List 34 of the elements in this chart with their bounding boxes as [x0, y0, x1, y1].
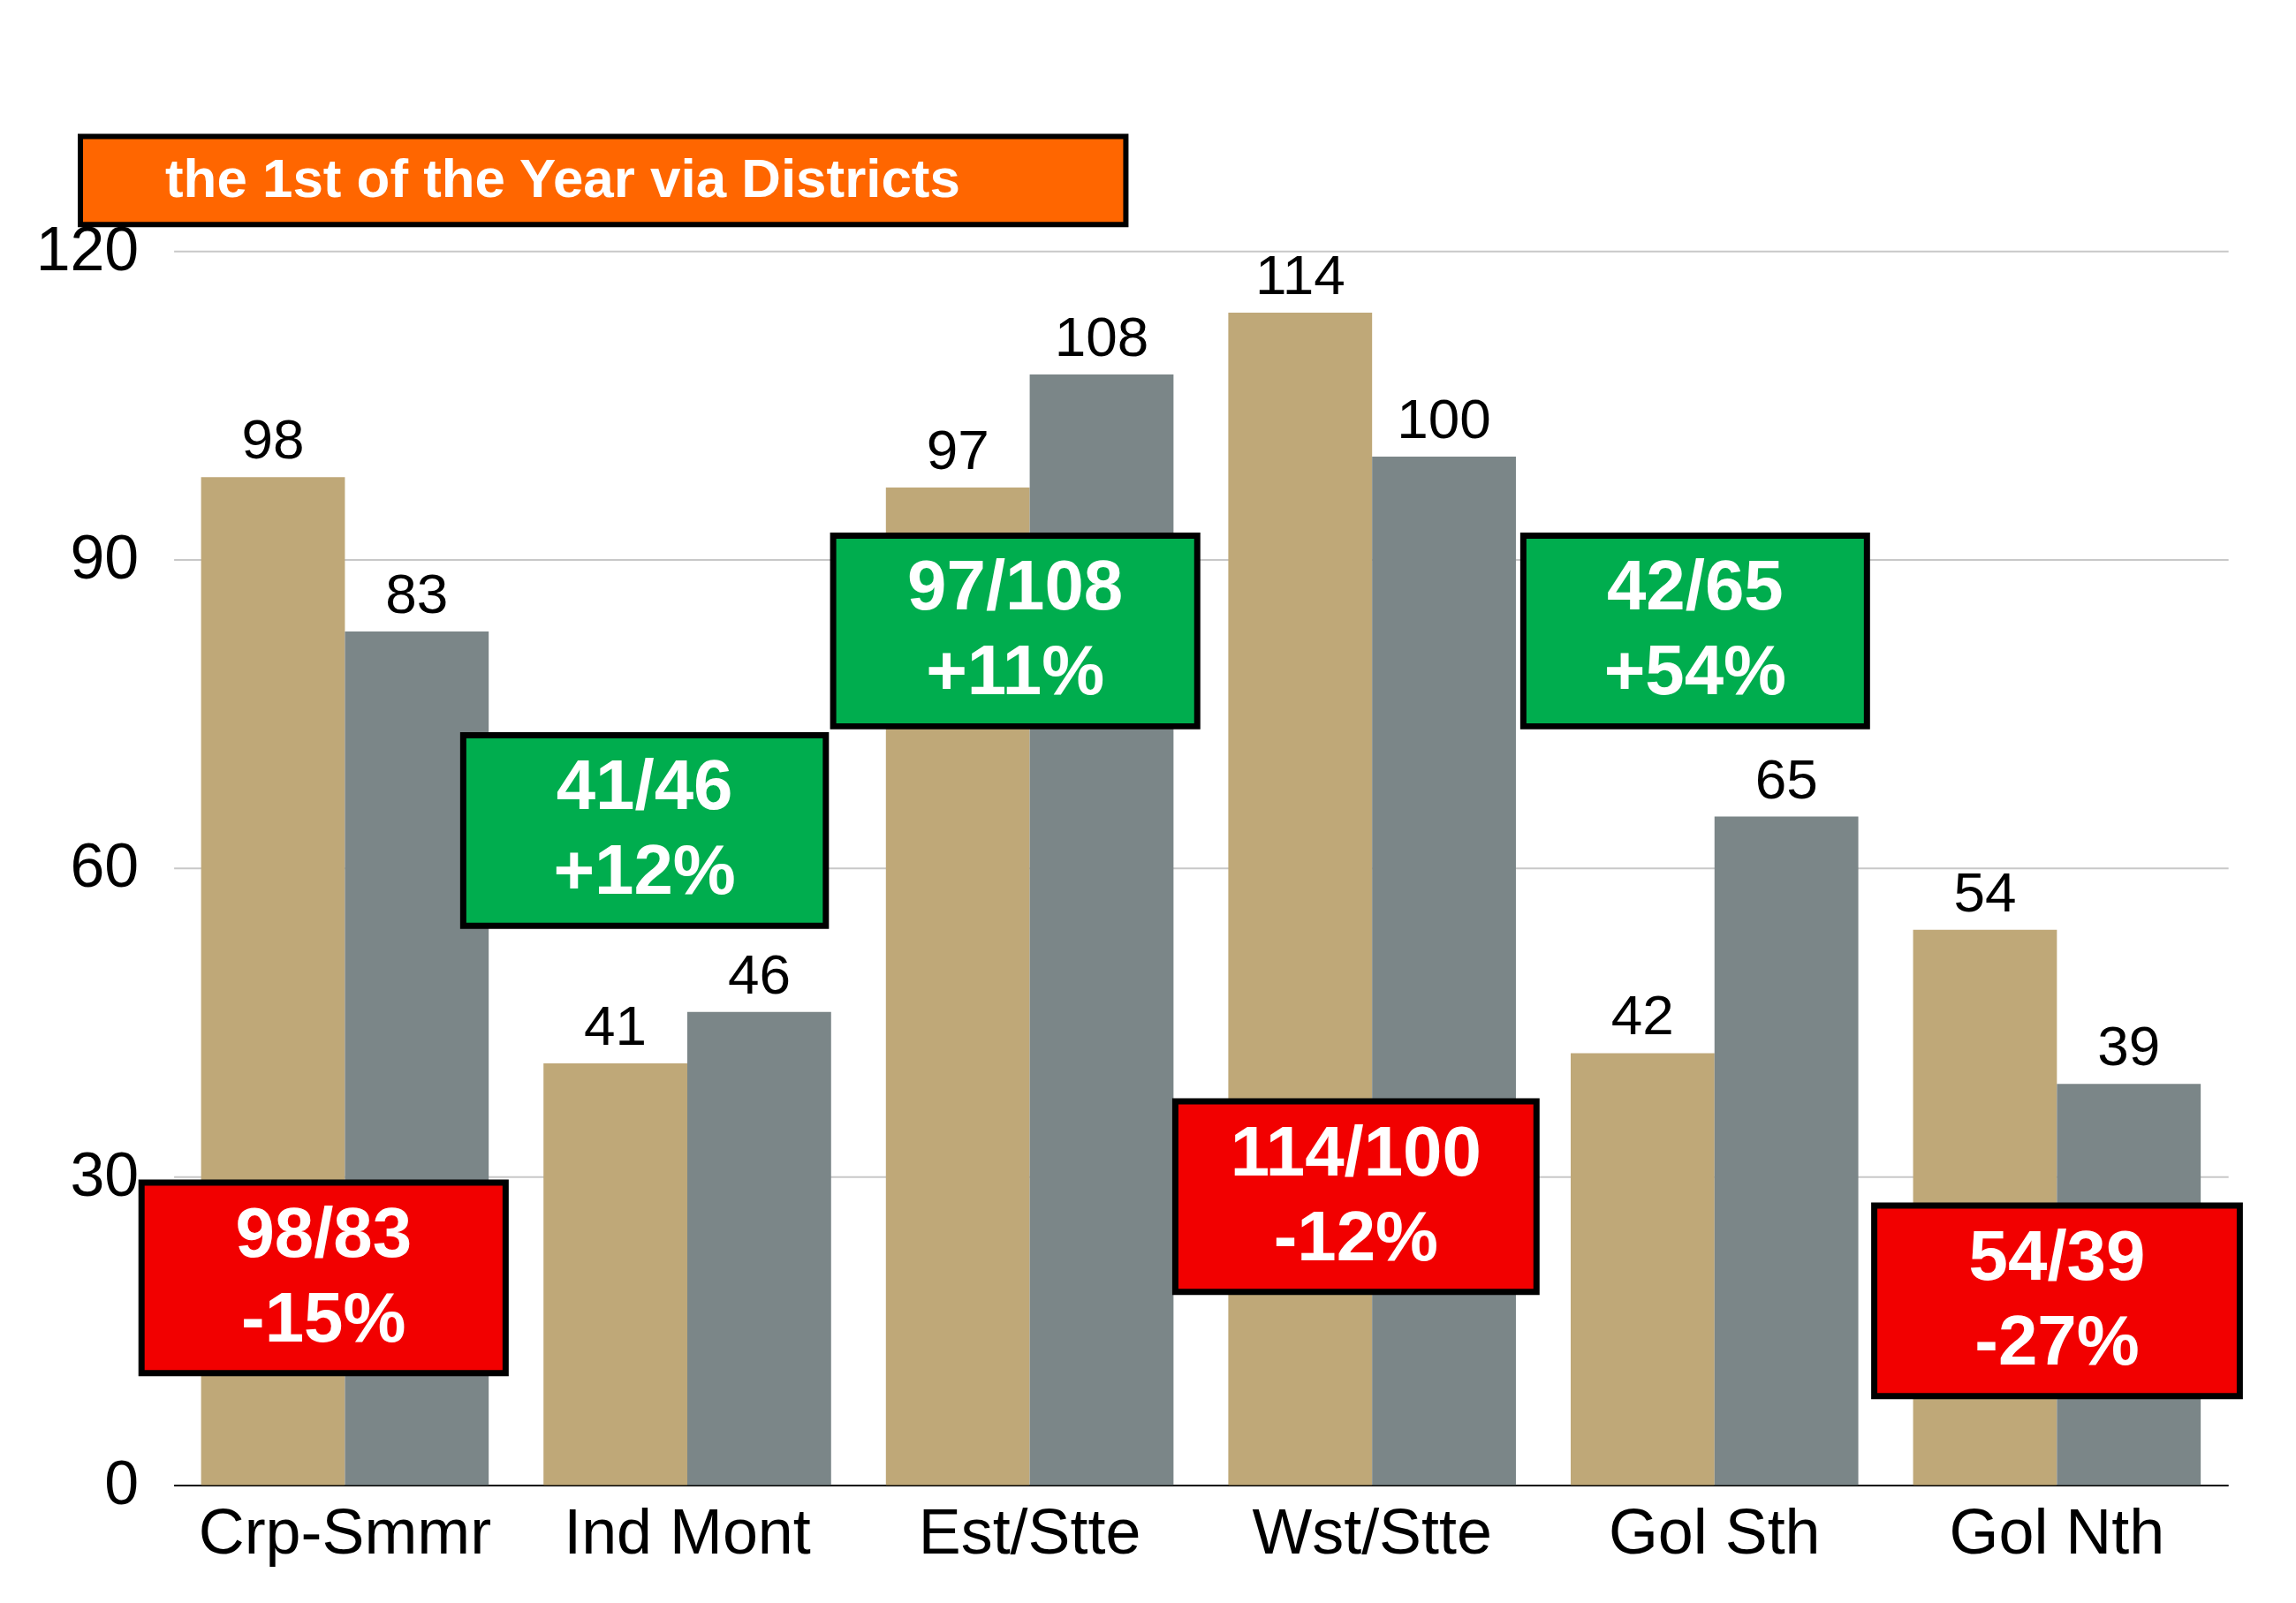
data-label: 39: [2097, 1014, 2161, 1078]
data-label: 42: [1610, 983, 1674, 1047]
annotation: 114/100 -12%: [1230, 1111, 1481, 1275]
data-label: 65: [1754, 746, 1818, 811]
y-tick-label: 30: [70, 1139, 140, 1209]
data-label: 98: [241, 407, 305, 472]
y-tick-label: 0: [104, 1448, 140, 1517]
y-tick-label: 120: [35, 214, 140, 284]
data-label: 100: [1397, 387, 1491, 451]
x-tick-label: Crp-Smmr: [198, 1495, 492, 1567]
y-tick-label: 60: [70, 831, 140, 901]
x-tick-label: Wst/Stte: [1252, 1495, 1492, 1567]
bar: [687, 1011, 831, 1486]
annotation: 97/108 +11%: [907, 546, 1124, 710]
x-tick-label: Est/Stte: [918, 1495, 1141, 1567]
x-tick-label: Gol Sth: [1608, 1495, 1821, 1567]
data-label: 41: [584, 994, 648, 1058]
data-label: 83: [385, 562, 449, 626]
data-label: 114: [1254, 243, 1345, 307]
annotation: 41/46 +12%: [553, 745, 736, 910]
x-tick-label: Gol Nth: [1949, 1495, 2165, 1567]
data-label: 54: [1953, 859, 2017, 924]
bar: [543, 1063, 687, 1486]
data-label: 97: [926, 418, 989, 482]
annotation: 54/39 -27%: [1968, 1215, 2146, 1380]
annotation: 42/65 +54%: [1603, 546, 1787, 710]
y-tick-label: 90: [70, 522, 140, 592]
data-label: 108: [1054, 304, 1149, 368]
bar: [1570, 1053, 1715, 1486]
bar: [1714, 816, 1859, 1486]
annotation: 98/83 -15%: [235, 1192, 413, 1357]
chart-title: the 1st of the Year via Districts: [164, 147, 960, 209]
x-tick-label: Ind Mont: [564, 1495, 811, 1567]
data-label: 46: [727, 941, 791, 1006]
